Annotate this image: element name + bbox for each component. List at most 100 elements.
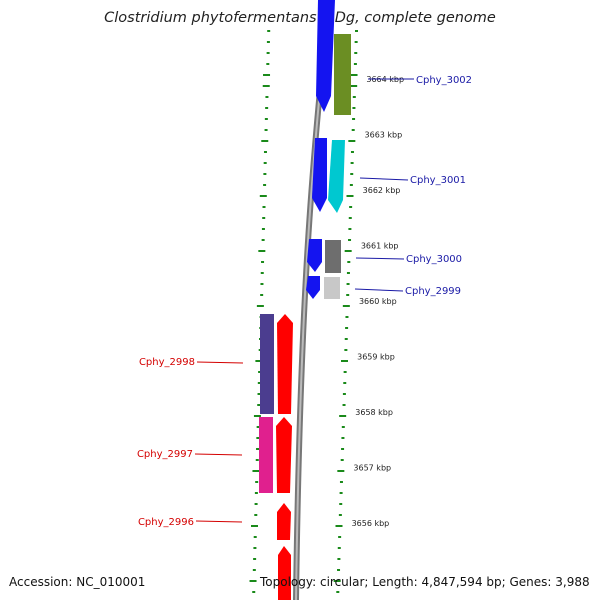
guide-tick-left [264, 118, 268, 120]
guide-tick-left [261, 228, 265, 230]
tick-label-3662: 3662 kbp [363, 186, 401, 195]
guide-tick-right [345, 316, 349, 318]
leader-cphy-2998 [196, 361, 244, 364]
genome-summary-text: Topology: circular; Length: 4,847,594 bp… [260, 575, 590, 589]
guide-tick-right [337, 558, 341, 560]
guide-tick-right [339, 492, 343, 494]
guide-tick-left [255, 360, 263, 362]
guide-tick-right [335, 525, 343, 527]
guide-tick-left [253, 547, 257, 549]
guide-tick-right [338, 536, 342, 538]
guide-tick-right [341, 360, 348, 362]
guide-tick-left [266, 41, 270, 43]
label-cphy-3002[interactable]: Cphy_3002 [416, 75, 472, 86]
guide-tick-left [254, 514, 258, 516]
guide-tick-left [253, 558, 257, 560]
guide-tick-right [350, 85, 358, 87]
gene-box-cphy-3002[interactable] [334, 34, 351, 115]
cds-arrow-cphy-2999[interactable] [306, 276, 320, 299]
leader-cphy-3000 [355, 257, 405, 260]
guide-tick-right [349, 206, 353, 208]
guide-tick-right [339, 415, 347, 417]
gene-box-cphy-3001[interactable] [328, 140, 345, 213]
guide-tick-left [260, 283, 264, 285]
guide-tick-left [263, 151, 267, 153]
guide-tick-right [341, 426, 345, 428]
guide-tick-right [342, 393, 346, 395]
label-cphy-3000[interactable]: Cphy_3000 [406, 254, 462, 265]
guide-tick-left [254, 492, 258, 494]
label-cphy-3001[interactable]: Cphy_3001 [410, 175, 466, 186]
tick-label-3660: 3660 kbp [359, 297, 397, 306]
leader-cphy-3001 [359, 177, 409, 181]
gene-box-cphy-2998[interactable] [260, 314, 274, 414]
guide-tick-right [340, 459, 344, 461]
guide-tick-left [261, 239, 265, 241]
guide-tick-left [252, 470, 260, 472]
guide-tick-left [263, 184, 267, 186]
guide-tick-right [348, 217, 352, 219]
cds-arrow-cphy-2997[interactable] [276, 417, 292, 493]
guide-tick-right [344, 250, 352, 252]
guide-tick-left [266, 63, 270, 65]
guide-tick-left [260, 272, 264, 274]
guide-tick-left [263, 162, 267, 164]
guide-tick-left [254, 503, 258, 505]
guide-tick-right [348, 140, 356, 142]
guide-tick-right [346, 283, 350, 285]
guide-tick-left [251, 525, 258, 527]
guide-tick-right [346, 294, 350, 296]
gene-box-cphy-2997[interactable] [259, 417, 273, 493]
tick-label-3663: 3663 kbp [365, 131, 403, 140]
label-cphy-2997[interactable]: Cphy_2997 [137, 449, 193, 460]
guide-tick-left [252, 591, 256, 593]
guide-tick-right [341, 448, 345, 450]
guide-tick-right [351, 129, 355, 131]
guide-tick-right [350, 162, 354, 164]
label-cphy-2998[interactable]: Cphy_2998 [139, 357, 195, 368]
map-title: Clostridium phytofermentans ISDg, comple… [104, 10, 496, 26]
tick-label-3658: 3658 kbp [355, 408, 393, 417]
guide-tick-left [262, 206, 266, 208]
guide-tick-left [257, 404, 261, 406]
guide-tick-left [258, 371, 262, 373]
guide-tick-left [257, 393, 261, 395]
guide-tick-right [338, 514, 342, 516]
cds-arrow-cphy-3000[interactable] [307, 239, 322, 272]
cds-arrow-cphy-3002[interactable] [316, 0, 335, 112]
tick-label-3657: 3657 kbp [353, 464, 391, 473]
guide-tick-right [337, 547, 341, 549]
guide-tick-right [350, 173, 354, 175]
cds-arrow-continuing[interactable] [278, 546, 291, 600]
label-cphy-2999[interactable]: Cphy_2999 [405, 286, 461, 297]
guide-tick-right [346, 195, 354, 197]
tick-label-3656: 3656 kbp [352, 519, 390, 528]
guide-tick-left [265, 107, 269, 109]
guide-tick-right [345, 327, 349, 329]
guide-tick-right [354, 52, 358, 54]
guide-tick-left [263, 74, 271, 76]
guide-tick-right [346, 272, 350, 274]
guide-tick-left [265, 96, 269, 98]
guide-tick-left [261, 261, 265, 263]
guide-tick-right [343, 371, 347, 373]
guide-tick-right [344, 349, 348, 351]
guide-tick-left [264, 129, 268, 131]
cds-arrow-cphy-2998[interactable] [277, 314, 293, 414]
guide-tick-left [256, 426, 260, 428]
guide-tick-right [352, 107, 356, 109]
gene-box-cphy-3000[interactable] [325, 240, 341, 273]
guide-tick-right [333, 580, 341, 582]
label-cphy-2996[interactable]: Cphy_2996 [138, 517, 194, 528]
cds-arrow-cphy-3001[interactable] [312, 138, 327, 212]
guide-tick-left [262, 217, 266, 219]
tick-label-3661: 3661 kbp [361, 242, 399, 251]
guide-tick-right [347, 261, 351, 263]
guide-tick-left [260, 294, 264, 296]
gene-box-cphy-2999[interactable] [324, 277, 340, 299]
guide-tick-right [352, 96, 356, 98]
cds-arrow-cphy-2996[interactable] [277, 503, 291, 540]
leader-cphy-2999 [354, 288, 404, 292]
guide-tick-left [252, 569, 256, 571]
